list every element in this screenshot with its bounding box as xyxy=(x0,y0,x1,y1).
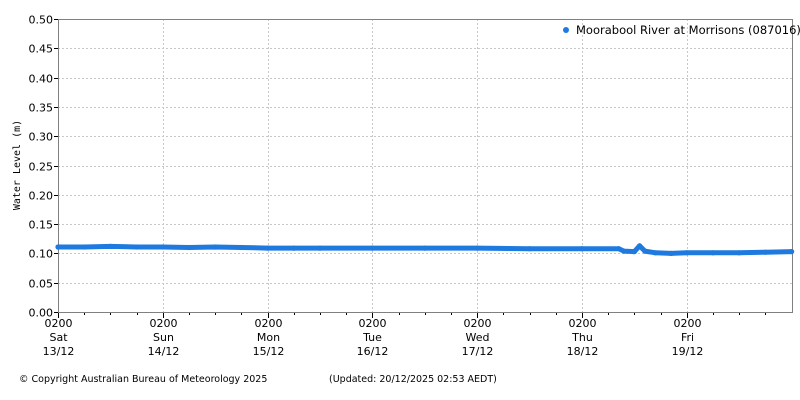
x-tick-label: 0200 xyxy=(569,317,597,330)
data-point xyxy=(579,246,585,252)
y-tick-label: 0.20 xyxy=(29,190,54,203)
data-point xyxy=(369,245,375,251)
data-point xyxy=(736,250,742,256)
x-tick-label: Tue xyxy=(362,331,382,344)
grid xyxy=(58,19,792,312)
data-point xyxy=(291,245,297,251)
data-point xyxy=(684,250,690,256)
y-axis-label: Water Level (m) xyxy=(12,120,23,210)
data-point xyxy=(710,250,716,256)
updated-timestamp: (Updated: 20/12/2025 02:53 AEDT) xyxy=(329,374,497,385)
axes: 0.00 0.05 0.10 0.15 0.20 0.25 0.30 0.35 0.40 0.45… xyxy=(29,14,793,358)
data-point xyxy=(668,250,674,256)
x-tick-label: Sat xyxy=(49,331,68,344)
x-tick-label: 15/12 xyxy=(253,345,285,358)
y-tick-label: 0.10 xyxy=(29,248,54,261)
data-point xyxy=(527,246,533,252)
data-point xyxy=(238,244,244,251)
data-point xyxy=(789,249,795,255)
x-tick-label: 0200 xyxy=(464,317,492,330)
x-tick-label: 0200 xyxy=(150,317,178,330)
legend-label: Moorabool River at Morrisons (087016) xyxy=(576,23,800,37)
y-tick-label: 0.15 xyxy=(29,219,54,232)
x-tick-label: 14/12 xyxy=(148,345,180,358)
data-point xyxy=(637,243,643,249)
x-tick-label: 0200 xyxy=(359,317,387,330)
data-point xyxy=(81,244,87,250)
x-tick-label: Mon xyxy=(257,331,280,344)
data-point xyxy=(160,244,166,250)
x-tick-label: Wed xyxy=(466,331,490,344)
data-point xyxy=(631,249,638,255)
y-tick-label: 0.00 xyxy=(29,307,54,320)
x-tick-label: 19/12 xyxy=(672,345,704,358)
data-point xyxy=(616,246,622,252)
x-tick-label: Fri xyxy=(681,331,694,344)
y-tick-label: 0.45 xyxy=(29,43,54,56)
x-tick-label: 0200 xyxy=(45,317,73,330)
x-tick-label: 16/12 xyxy=(357,345,389,358)
x-tick-label: 13/12 xyxy=(43,345,75,358)
data-point xyxy=(317,245,323,251)
plot-frame xyxy=(58,19,793,313)
x-tick-label: 0200 xyxy=(255,317,283,330)
x-tick-label: 17/12 xyxy=(462,345,494,358)
y-tick-label: 0.05 xyxy=(29,278,54,291)
x-tick-label: 0200 xyxy=(674,317,702,330)
copyright-text: © Copyright Australian Bureau of Meteoro… xyxy=(19,374,268,385)
data-point xyxy=(186,244,192,251)
data-point xyxy=(265,245,271,251)
y-tick-label: 0.25 xyxy=(29,161,54,174)
series-layer xyxy=(55,243,795,256)
x-tick-label: Thu xyxy=(571,331,593,344)
data-point xyxy=(762,249,769,255)
data-point xyxy=(652,250,659,256)
data-point xyxy=(474,245,480,251)
legend: Moorabool River at Morrisons (087016) xyxy=(563,23,800,37)
data-point xyxy=(134,244,140,250)
x-tick-label: Sun xyxy=(153,331,174,344)
data-point xyxy=(621,248,627,254)
data-point xyxy=(107,243,113,249)
data-point xyxy=(422,245,428,251)
y-tick-label: 0.35 xyxy=(29,102,54,115)
data-point xyxy=(55,244,61,250)
x-tick-label: 18/12 xyxy=(567,345,599,358)
series-moorabool-river-at-morrisons-087016- xyxy=(55,243,795,256)
legend-marker xyxy=(563,27,569,33)
data-point xyxy=(212,244,218,250)
y-tick-label: 0.30 xyxy=(29,131,54,144)
series-line xyxy=(55,243,795,256)
y-tick-label: 0.40 xyxy=(29,73,54,86)
y-tick-label: 0.50 xyxy=(29,14,54,27)
data-point xyxy=(642,248,648,254)
